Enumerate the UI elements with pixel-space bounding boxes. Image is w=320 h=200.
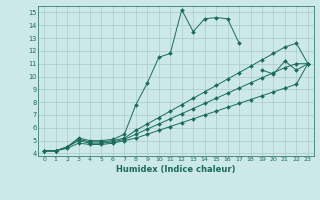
X-axis label: Humidex (Indice chaleur): Humidex (Indice chaleur) <box>116 165 236 174</box>
